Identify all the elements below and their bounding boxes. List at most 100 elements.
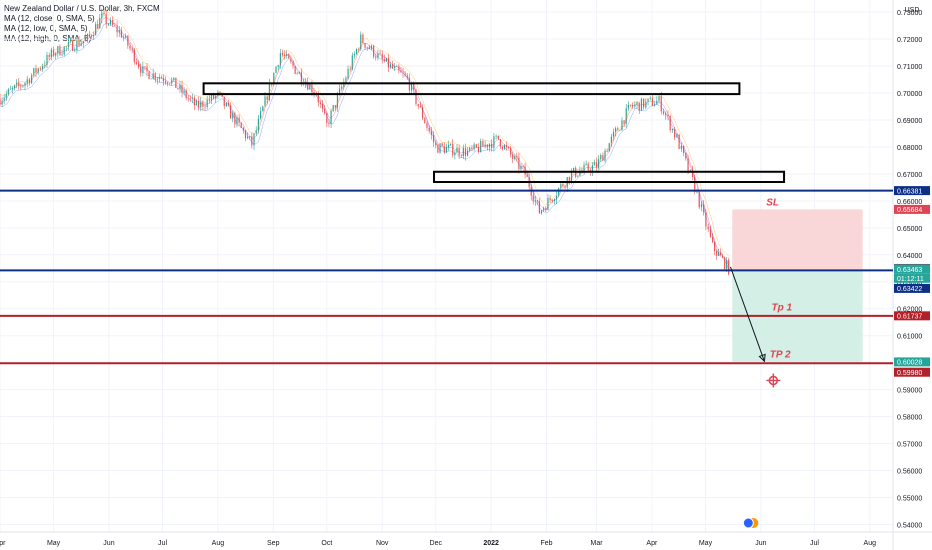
target-crosshair-icon[interactable] <box>766 373 781 388</box>
candle-body <box>687 158 689 171</box>
y-tick-label: 0.58000 <box>897 415 922 422</box>
candle-body <box>22 85 24 87</box>
candle-body <box>353 54 356 56</box>
candle-body <box>114 25 116 26</box>
candle-body <box>649 98 651 99</box>
candle-body <box>714 242 716 251</box>
y-tick-label: 0.73000 <box>897 10 922 17</box>
candle-body <box>221 94 223 97</box>
y-tick-label: 0.69000 <box>897 118 922 125</box>
candle-body <box>437 145 439 153</box>
indicator-ma-close[interactable]: MA (12, close, 0, SMA, 5) <box>4 14 95 23</box>
candle-body <box>536 200 538 202</box>
candle-body <box>266 96 268 101</box>
x-tick-label: Sep <box>267 540 280 547</box>
candle-body <box>549 197 551 200</box>
candle-body <box>262 106 264 112</box>
candle-body <box>105 13 107 25</box>
candle-body <box>602 155 604 161</box>
candle-body <box>279 52 282 66</box>
candle-body <box>413 84 415 90</box>
candle-body <box>600 155 602 160</box>
indicator-ma-low[interactable]: MA (12, low, 0, SMA, 5) <box>4 24 88 33</box>
candle-body <box>526 174 528 177</box>
candle-body <box>152 73 154 79</box>
candle-body <box>307 82 309 90</box>
candle-body <box>204 106 206 108</box>
resistance-rectangle[interactable] <box>202 82 741 96</box>
candle-body <box>562 184 564 187</box>
candle-body <box>638 102 640 111</box>
stop-loss-zone[interactable] <box>732 209 863 270</box>
candle-body <box>311 84 313 93</box>
x-tick-label: 2022 <box>483 540 499 547</box>
price-axis-badge <box>894 204 930 214</box>
candle-body <box>347 68 349 79</box>
candle-body <box>392 64 394 69</box>
candle-body <box>41 66 44 69</box>
candle-body <box>0 98 1 105</box>
candle-body <box>632 105 634 107</box>
candle-body <box>39 68 41 69</box>
x-tick-label: Mar <box>590 540 603 547</box>
trade-arrow[interactable] <box>730 266 765 362</box>
x-tick-label: Apr <box>646 540 658 547</box>
candle-body <box>232 113 234 119</box>
candle-body <box>358 49 360 50</box>
candle-body <box>691 169 694 177</box>
y-tick-label: 0.67000 <box>897 172 922 179</box>
candle-body <box>86 34 89 39</box>
candle-body <box>499 139 501 147</box>
candle-body <box>296 73 298 74</box>
candle-body <box>44 64 46 67</box>
candle-body <box>658 96 660 101</box>
candle-body <box>249 136 251 137</box>
candle-body <box>120 30 123 38</box>
candle-body <box>705 212 707 227</box>
y-tick-label: 0.63000 <box>897 280 922 287</box>
y-tick-label: 0.56000 <box>897 469 922 476</box>
candle-body <box>236 117 238 125</box>
candle-body <box>210 94 213 101</box>
candle-body <box>432 135 435 143</box>
candle-body <box>175 77 177 89</box>
candle-body <box>109 20 112 25</box>
price-axis-badge-text: 01:12:11 <box>897 276 924 283</box>
candle-body <box>11 88 14 90</box>
price-axis-badge-text: 0.65684 <box>897 207 922 214</box>
candle-body <box>162 78 165 81</box>
candle-body <box>466 150 469 156</box>
candle-body <box>264 96 266 107</box>
y-tick-label: 0.59000 <box>897 388 922 395</box>
candle-body <box>154 73 156 80</box>
resistance-rectangle[interactable] <box>432 170 786 184</box>
candle-body <box>140 67 142 73</box>
x-tick-label: Jun <box>103 540 114 547</box>
candle-body <box>288 54 290 59</box>
candle-body <box>146 66 148 72</box>
candle-body <box>640 98 643 111</box>
y-tick-label: 0.64000 <box>897 253 922 260</box>
candle-body <box>551 199 553 201</box>
candle-body <box>545 208 547 211</box>
news-events-icon[interactable] <box>742 517 759 529</box>
price-axis-badge-text: 0.63422 <box>897 286 922 293</box>
candle-body <box>615 128 617 132</box>
candle-body <box>553 199 555 201</box>
candle-body <box>230 105 232 119</box>
candle-body <box>309 84 311 90</box>
candle-body <box>379 53 381 55</box>
candle-body <box>142 66 144 73</box>
candle-body <box>558 188 560 196</box>
candle-body <box>430 131 432 136</box>
candle-body <box>57 46 59 54</box>
candle-body <box>28 79 31 84</box>
candle-body <box>475 144 477 148</box>
candle-body <box>486 144 488 148</box>
candle-body <box>669 116 671 131</box>
indicator-ma-high[interactable]: MA (12, high, 0, SMA, 5) <box>4 34 92 43</box>
candle-body <box>428 127 430 132</box>
candle-body <box>522 165 524 167</box>
candle-body <box>555 195 558 200</box>
